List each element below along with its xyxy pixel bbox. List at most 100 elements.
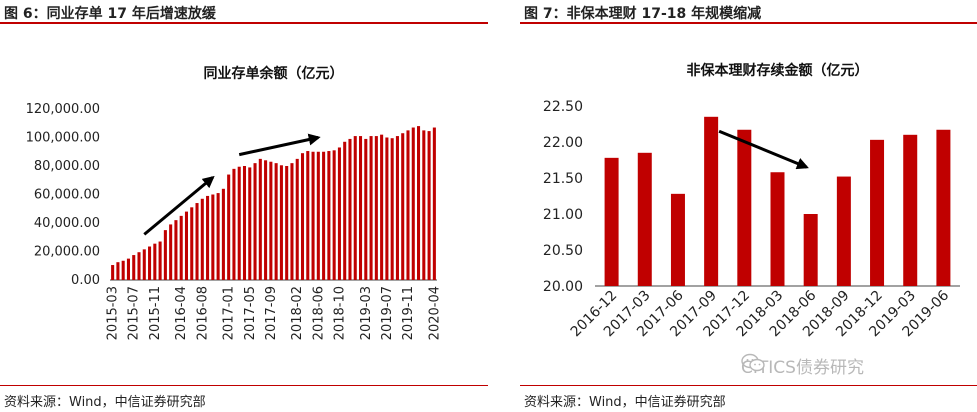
bar [395,136,399,280]
bar [227,174,231,280]
top-rule [0,22,488,24]
figure-7-panel: 图 7：非保本理财 17-18 年规模缩减 非保本理财存续金额（亿元） 20.00… [520,0,977,412]
bar [248,167,252,280]
y-tick-label: 21.50 [543,171,583,187]
y-tick-label: 100,000.00 [26,131,100,146]
bar [279,165,283,280]
watermark: CITICS债券研究 [741,353,864,378]
x-tick-label: 2016-04 [174,286,189,340]
bar [132,255,136,280]
x-tick-label: 2016-08 [195,286,210,340]
chart-title: 非保本理财存续金额（亿元） [687,62,869,79]
x-tick-label: 2019-07 [380,286,395,340]
bar [343,141,347,280]
bar [116,262,120,280]
y-tick-label: 22.50 [543,99,583,115]
bar [126,258,130,280]
bar [385,137,389,280]
bar [406,130,410,280]
bar [401,133,405,280]
bar [327,151,331,280]
bar [417,126,421,280]
bar [604,157,619,286]
source-note: 资料来源：Wind，中信证券研究部 [524,395,726,410]
y-tick-label: 21.00 [543,207,583,223]
bar [195,203,199,280]
bar [242,166,247,280]
bar [306,151,310,280]
bar [158,241,162,280]
x-tick-label: 2015-03 [106,286,121,340]
bar [258,158,262,280]
bar [836,176,851,286]
x-tick-label: 2015-11 [148,286,163,340]
bar [432,127,436,281]
trend-arrow [718,129,809,170]
bar [903,134,918,286]
y-tick-label: 20.50 [543,243,583,259]
bar [111,265,115,280]
bar [348,138,352,280]
bar [770,172,785,286]
x-tick-label: 2017-09 [264,286,279,340]
bar [936,129,951,286]
bar [422,130,426,280]
bar [184,211,189,280]
bar [269,161,273,280]
figure-6-panel: 图 6：同业存单 17 年后增速放缓 同业存单余额（亿元） 0.00 20,000.… [0,0,488,412]
x-tick-label: 2018-02 [290,286,305,340]
bar [153,243,157,280]
bar [253,163,257,280]
bar [163,230,167,280]
trend-arrow [143,175,215,236]
bar [237,166,241,280]
bar [670,193,685,286]
y-tick-label: 20,000.00 [34,245,100,260]
wechat-icon [741,353,765,372]
y-tick-label: 0.00 [71,273,100,288]
bar [206,195,210,280]
bar [285,166,289,280]
bar [870,139,885,286]
trend-arrow [238,133,321,157]
x-tick-label: 2018-06 [311,286,326,340]
y-tick-label: 120,000.00 [26,102,100,117]
bar [380,134,384,280]
bar [737,129,752,286]
bar [358,136,363,280]
bar [174,220,178,280]
bar [369,136,373,280]
bar [200,198,204,280]
bar [374,136,378,280]
y-tick-label: 80,000.00 [34,159,100,174]
bar-chart-wealth-management: 非保本理财存续金额（亿元） 20.00 20.50 21.00 21.50 22.00 22… [543,62,960,340]
bar [427,131,431,280]
bar [295,158,299,280]
bar [232,168,236,280]
bar [364,138,368,280]
bar [390,138,394,280]
bar [300,153,305,280]
y-tick-label: 60,000.00 [34,188,100,203]
bar [121,260,125,280]
bar [411,127,415,281]
x-tick-label: 2019-11 [401,286,416,340]
watermark-text: CITICS债券研究 [741,358,864,378]
bar [353,136,357,280]
figure-7-label: 图 7：非保本理财 17-18 年规模缩减 [524,6,762,22]
bar [179,215,183,280]
bar [221,188,225,280]
bar [190,207,194,280]
x-tick-label: 2019-03 [359,286,374,340]
bottom-rule [520,385,977,386]
x-tick-label: 2017-05 [243,286,258,340]
bar [274,163,278,280]
bar [637,152,652,286]
figure-6-label: 图 6：同业存单 17 年后增速放缓 [4,6,216,22]
top-rule [520,22,977,24]
bottom-rule [0,385,488,386]
bar [148,246,152,280]
x-tick-label: 2015-07 [127,286,142,340]
source-note: 资料来源：Wind，中信证券研究部 [4,395,206,410]
bar [704,116,719,286]
